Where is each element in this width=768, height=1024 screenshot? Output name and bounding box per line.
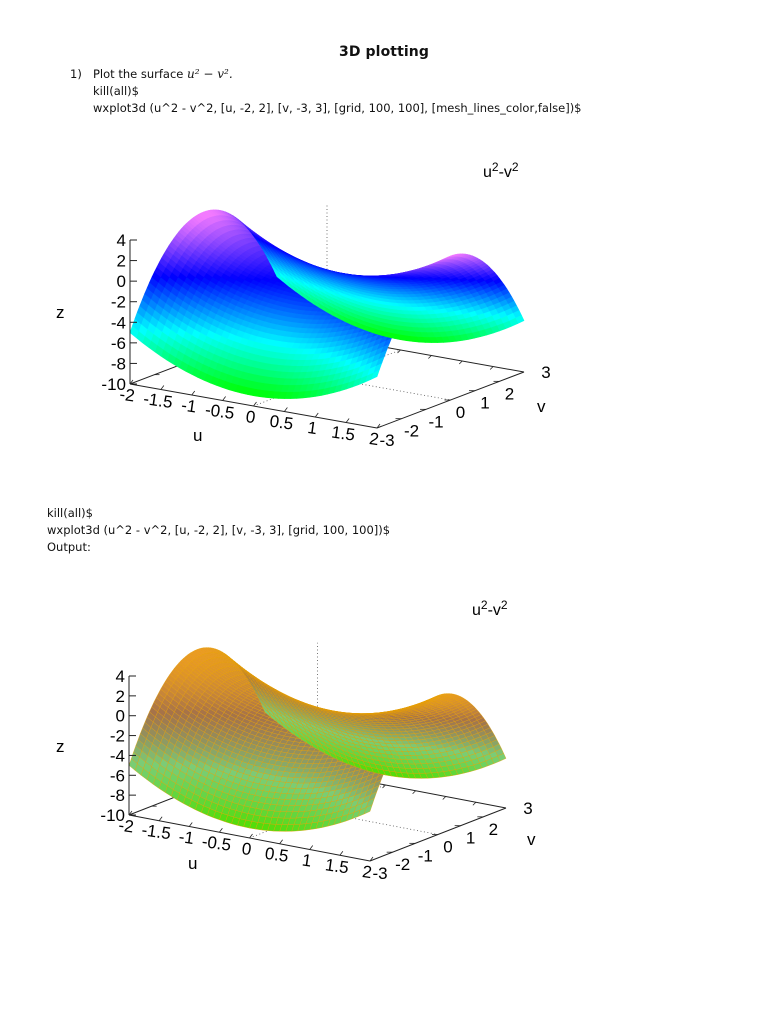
u-tick-label: -0.5 — [201, 832, 233, 855]
u-tick-label: 1 — [301, 851, 313, 871]
plot-1-smooth-surface: 4 2 0 -2 -4 -6 -8 -10 z -2 -1.5 -1 -0.5 0 0.5 1 1.5 2 u -3-… — [40, 150, 600, 450]
item-1-prompt-math: u² − v². — [187, 67, 233, 81]
saddle-surface — [128, 647, 507, 832]
page-title-text: 3D plotting — [339, 44, 429, 60]
legend-title: u2-v2 — [472, 598, 508, 619]
z-tick-label: 0 — [117, 272, 126, 291]
z-tick-label: 4 — [117, 231, 126, 250]
u-tick-label: 0 — [245, 407, 257, 427]
plot-1-canvas: 420-2-4-6-8-10z-2 -1.5 -1 -0.5 0 0.5 1 1.5 2u -3-… — [56, 160, 551, 450]
page-title: 3D plotting — [0, 44, 768, 60]
z-tick-label: -2 — [110, 727, 125, 746]
u-axis-line — [129, 383, 378, 429]
z-tick-label: -8 — [111, 354, 126, 373]
u-tick-label: 2 — [361, 862, 373, 880]
u-tick-label: -0.5 — [204, 400, 236, 423]
u-tick-label: 1 — [306, 418, 318, 438]
v-tick-label: 0 — [443, 838, 452, 857]
item-1-prompt: Plot the surface u² − v². — [93, 67, 233, 81]
z-tick-label: -8 — [110, 786, 125, 805]
v-tick-label: 1 — [480, 394, 489, 413]
z-tick-label: -6 — [110, 766, 125, 785]
legend-title: u2-v2 — [483, 160, 519, 181]
plot-2-mesh-surface: 4 2 0 -2 -4 -6 -8 -10 z -2 -1.5 -1 -0.5 0 0.5 1 1.5 2 u -3-… — [40, 590, 600, 883]
item-1-number: 1) — [70, 67, 82, 81]
item-2-code-kill: kill(all)$ — [47, 506, 93, 520]
saddle-surface — [129, 209, 525, 399]
u-tick-label: -2 — [118, 385, 136, 406]
z-tick-label: -10 — [100, 806, 125, 825]
u-tick-label: -2 — [117, 816, 135, 837]
item-2-output-label: Output: — [47, 540, 91, 554]
v-tick-label: 3 — [523, 799, 532, 818]
v-tick-label: 2 — [489, 820, 498, 839]
u-tick-label: 0.5 — [268, 412, 294, 434]
z-tick-label: -6 — [111, 334, 126, 353]
u-tick-label: -1.5 — [140, 820, 172, 843]
v-tick-label: -2 — [395, 855, 410, 874]
v-tick-label: -1 — [418, 846, 433, 865]
u-tick-label: 1.5 — [324, 855, 350, 877]
z-tick-label: -4 — [110, 746, 125, 765]
v-tick-label: 3 — [541, 363, 550, 382]
u-tick-label: 1.5 — [330, 423, 356, 445]
v-axis-label: v — [537, 397, 546, 416]
z-axis-label: z — [56, 737, 65, 756]
z-tick-label: 4 — [116, 667, 125, 686]
z-tick-label: 2 — [116, 687, 125, 706]
u-tick-label: 2 — [368, 429, 380, 449]
z-tick-label: -4 — [111, 313, 126, 332]
z-tick-label: -2 — [111, 293, 126, 312]
item-1-code-wxplot3d: wxplot3d (u^2 - v^2, [u, -2, 2], [v, -3,… — [93, 101, 582, 115]
item-1-prompt-text: Plot the surface — [93, 67, 184, 81]
u-tick-label: -1 — [180, 396, 198, 417]
v-tick-label: 2 — [505, 384, 514, 403]
item-1-code-kill: kill(all)$ — [93, 84, 139, 98]
u-tick-label: -1.5 — [142, 389, 174, 412]
z-tick-label: 0 — [116, 707, 125, 726]
v-tick-label: -1 — [428, 412, 443, 431]
z-tick-label: 2 — [117, 252, 126, 271]
v-tick-label: 1 — [466, 829, 475, 848]
plot-2-canvas: 420-2-4-6-8-10z-2 -1.5 -1 -0.5 0 0.5 1 1.5 2u-3-… — [56, 598, 536, 883]
item-2-code-wxplot3d: wxplot3d (u^2 - v^2, [u, -2, 2], [v, -3,… — [47, 523, 391, 537]
u-axis-label: u — [193, 426, 202, 445]
v-tick-label: -3 — [372, 864, 387, 880]
u-tick-label: -1 — [178, 827, 196, 848]
u-tick-label: 0 — [241, 839, 253, 859]
u-axis-label: u — [188, 854, 197, 873]
v-tick-label: 0 — [456, 403, 465, 422]
z-tick-label: -10 — [101, 375, 126, 394]
v-tick-label: -3 — [379, 431, 394, 450]
z-axis-label: z — [56, 303, 65, 322]
v-axis-label: v — [527, 830, 536, 849]
u-tick-label: 0.5 — [264, 844, 290, 866]
v-tick-label: -2 — [404, 422, 419, 441]
